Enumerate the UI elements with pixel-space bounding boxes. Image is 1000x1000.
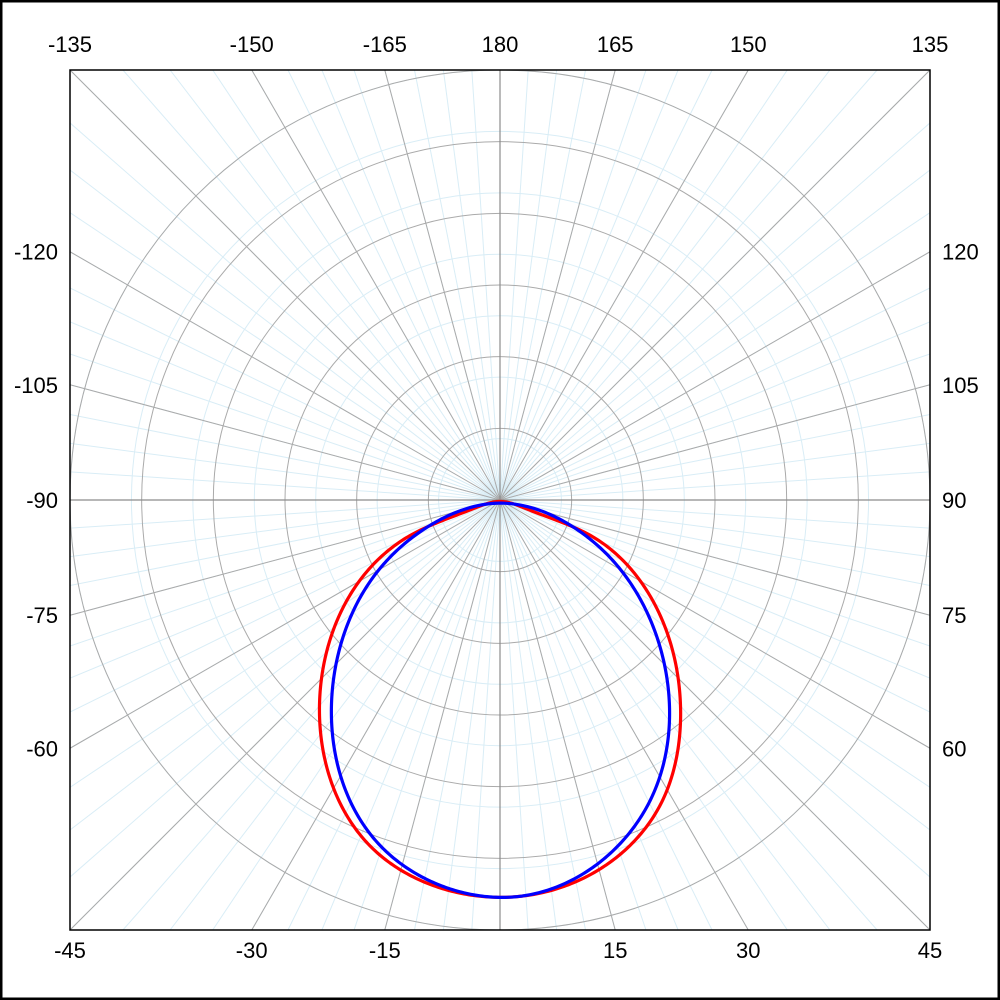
svg-text:-60: -60 <box>26 736 58 761</box>
svg-text:-75: -75 <box>26 603 58 628</box>
svg-text:60: 60 <box>942 736 966 761</box>
svg-text:-15: -15 <box>369 938 401 963</box>
svg-text:165: 165 <box>597 32 634 57</box>
svg-text:90: 90 <box>942 488 966 513</box>
svg-text:15: 15 <box>603 938 627 963</box>
svg-text:-135: -135 <box>48 32 92 57</box>
svg-text:45: 45 <box>918 938 942 963</box>
svg-text:-105: -105 <box>14 373 58 398</box>
svg-text:-30: -30 <box>236 938 268 963</box>
svg-text:135: 135 <box>912 32 949 57</box>
svg-text:-120: -120 <box>14 240 58 265</box>
svg-text:105: 105 <box>942 373 979 398</box>
svg-text:-45: -45 <box>54 938 86 963</box>
svg-text:-150: -150 <box>230 32 274 57</box>
svg-text:150: 150 <box>730 32 767 57</box>
svg-text:75: 75 <box>942 603 966 628</box>
svg-text:30: 30 <box>736 938 760 963</box>
svg-text:120: 120 <box>942 240 979 265</box>
svg-text:-90: -90 <box>26 488 58 513</box>
svg-text:180: 180 <box>482 32 519 57</box>
svg-text:-165: -165 <box>363 32 407 57</box>
